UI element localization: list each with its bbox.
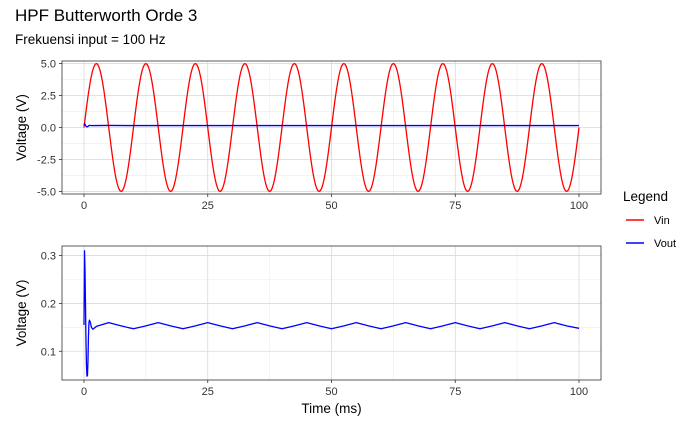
y-tick-label: 5.0: [41, 59, 56, 71]
y-tick-label: -2.5: [37, 154, 56, 166]
x-tick-label: 75: [449, 386, 461, 398]
chart-title: HPF Butterworth Orde 3: [15, 6, 197, 25]
legend: Legend Vin Vout: [623, 189, 676, 250]
x-tick-label: 75: [449, 200, 461, 212]
y-tick-label: -5.0: [37, 186, 56, 198]
legend-vin-label: Vin: [654, 215, 670, 227]
legend-vout-label: Vout: [654, 238, 676, 250]
x-tick-label: 0: [81, 200, 87, 212]
x-tick-label: 100: [570, 386, 588, 398]
y-tick-label: 0.1: [41, 346, 56, 358]
x-tick-label: 100: [570, 200, 588, 212]
series-line-vout: [83, 123, 579, 128]
x-tick-label: 0: [81, 386, 87, 398]
y-axis-title: Voltage (V): [14, 94, 29, 161]
x-tick-label: 25: [202, 200, 214, 212]
chart-subtitle: Frekuensi input = 100 Hz: [15, 32, 166, 47]
x-tick-label: 50: [325, 386, 337, 398]
y-tick-label: 0.0: [41, 123, 56, 135]
y-tick-label: 2.5: [41, 91, 56, 103]
bottom-panel: 0 25 50 75 100 0.3 0.2 0.1 Voltage (V) Time (ms): [14, 245, 602, 416]
series-line-vin: [83, 62, 580, 193]
x-tick-label: 50: [325, 200, 337, 212]
legend-title: Legend: [623, 189, 668, 204]
x-tick-label: 25: [202, 386, 214, 398]
x-axis-title: Time (ms): [301, 401, 361, 416]
series-line-vout: [83, 250, 580, 377]
top-panel: 0 25 50 75 100 5.0 2.5 0.0 -2.5 -5.0 Voltage (V): [14, 59, 602, 212]
y-tick-label: 0.3: [41, 251, 56, 263]
y-tick-label: 0.2: [41, 298, 56, 310]
y-axis-title: Voltage (V): [14, 280, 29, 347]
